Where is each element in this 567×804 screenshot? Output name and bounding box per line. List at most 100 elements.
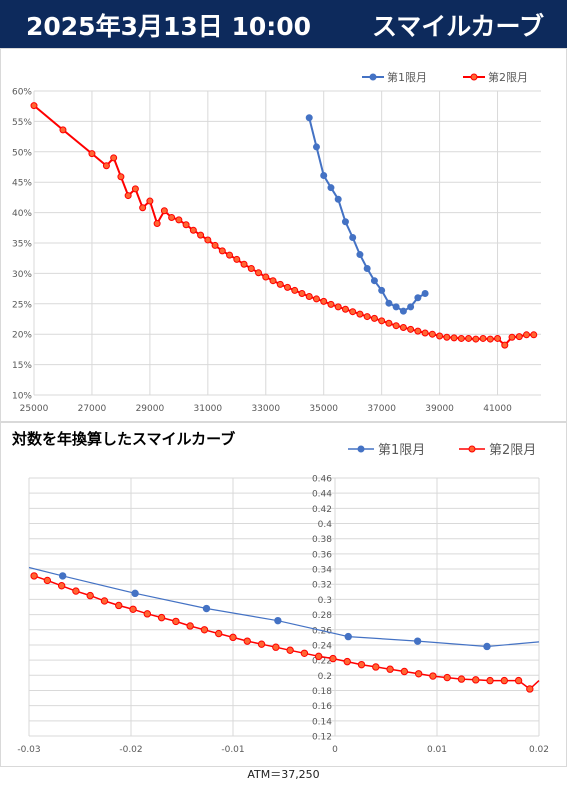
data-point-1 xyxy=(421,289,429,297)
data-point-1 xyxy=(320,172,328,180)
y-tick-label: 15% xyxy=(12,361,32,371)
header-banner: 2025年3月13日 10:00 スマイルカーブ xyxy=(0,0,567,48)
data-point-2 xyxy=(86,591,94,600)
data-point-1 xyxy=(378,286,386,294)
data-point-2 xyxy=(131,185,139,193)
data-point-2 xyxy=(233,255,241,263)
log-annualized-smile-chart: -0.03 -0.02 -0.01 0 0.01 0.02 0.12 0.14 0.16 0.18… xyxy=(0,422,567,767)
data-point-2 xyxy=(530,331,538,339)
data-point-2 xyxy=(526,685,534,693)
data-point-2 xyxy=(257,640,266,648)
data-point-2 xyxy=(182,221,190,229)
data-point-2 xyxy=(300,649,309,657)
x-tick-label: 35000 xyxy=(309,404,338,414)
data-point-1 xyxy=(58,572,67,580)
legend-marker-2 xyxy=(468,445,476,453)
legend-label-2: 第2限月 xyxy=(489,443,536,458)
smile-curve-chart: 10% 15% 20% 25% 30% 35% 40% 45% 50% 55% 60% 25000 27… xyxy=(0,48,567,422)
chart2-title: 対数を年換算したスマイルカーブ xyxy=(12,430,236,448)
y-tick-label: 0.4 xyxy=(318,520,333,530)
data-point-2 xyxy=(189,226,197,234)
data-point-2 xyxy=(215,629,223,638)
data-point-2 xyxy=(72,587,80,595)
x-tick-label: 25000 xyxy=(20,404,49,414)
data-point-2 xyxy=(314,652,323,661)
y-tick-label: 0.38 xyxy=(312,535,332,545)
data-point-1 xyxy=(399,307,407,315)
data-point-1 xyxy=(385,299,393,307)
legend-marker-1 xyxy=(357,445,365,453)
data-point-2 xyxy=(88,150,96,158)
y-tick-label: 60% xyxy=(12,88,32,98)
data-point-1 xyxy=(407,303,415,311)
data-point-2 xyxy=(457,334,465,342)
data-point-2 xyxy=(186,622,194,630)
data-point-2 xyxy=(329,654,337,663)
y-tick-label: 0.22 xyxy=(312,657,332,667)
data-point-2 xyxy=(204,236,212,244)
data-point-2 xyxy=(102,162,110,170)
data-point-2 xyxy=(370,314,378,322)
y-tick-label: 0.42 xyxy=(312,505,332,515)
data-point-1 xyxy=(392,303,400,311)
data-point-2 xyxy=(284,283,291,291)
data-point-2 xyxy=(436,332,444,340)
y-tick-label: 0.28 xyxy=(312,611,332,621)
data-point-2 xyxy=(357,660,366,669)
x-tick-label: 29000 xyxy=(136,404,165,414)
data-point-2 xyxy=(218,247,226,255)
data-point-2 xyxy=(226,251,234,259)
data-point-2 xyxy=(428,330,436,338)
data-point-1 xyxy=(349,234,357,242)
data-point-2 xyxy=(386,665,394,673)
y-tick-label: 0.16 xyxy=(312,702,332,712)
y-tick-label: 0.36 xyxy=(312,550,332,560)
data-point-2 xyxy=(129,605,137,613)
data-point-2 xyxy=(272,643,280,651)
y-tick-label: 0.14 xyxy=(312,717,332,727)
data-point-2 xyxy=(443,333,451,341)
data-point-2 xyxy=(175,216,183,224)
y-tick-label: 0.32 xyxy=(312,581,332,591)
data-point-2 xyxy=(276,280,284,288)
data-point-2 xyxy=(100,597,109,605)
data-point-2 xyxy=(255,269,263,277)
y-tick-label: 0.18 xyxy=(312,687,332,697)
legend-label-1: 第1限月 xyxy=(378,443,425,458)
data-point-2 xyxy=(378,317,386,325)
data-point-2 xyxy=(392,322,400,330)
y-tick-label: 0.2 xyxy=(318,672,332,682)
data-point-2 xyxy=(157,613,166,622)
data-point-1 xyxy=(274,616,282,625)
data-point-2 xyxy=(349,308,357,316)
header-title: スマイルカーブ xyxy=(372,12,545,41)
x-tick-label: 41000 xyxy=(483,404,512,414)
data-point-2 xyxy=(407,325,415,333)
data-point-2 xyxy=(247,265,255,273)
data-point-2 xyxy=(269,277,277,285)
legend-marker-2 xyxy=(470,73,478,81)
chart1-frame xyxy=(0,48,567,422)
atm-label: ATM＝37,250 xyxy=(247,768,320,781)
data-point-2 xyxy=(400,667,409,676)
y-tick-label: 25% xyxy=(12,300,32,310)
data-point-1 xyxy=(312,143,320,151)
data-point-2 xyxy=(243,637,251,645)
x-tick-label: 0.01 xyxy=(427,745,447,755)
data-point-2 xyxy=(472,676,480,684)
data-point-2 xyxy=(457,675,466,683)
data-point-2 xyxy=(515,333,523,341)
x-tick-label: -0.03 xyxy=(17,745,40,755)
y-tick-label: 0.44 xyxy=(312,490,332,500)
data-point-2 xyxy=(334,303,342,311)
x-tick-label: 31000 xyxy=(194,404,223,414)
data-point-2 xyxy=(465,334,473,342)
data-point-2 xyxy=(472,335,480,343)
legend-label-2: 第2限月 xyxy=(488,70,528,84)
data-point-2 xyxy=(168,213,176,221)
data-point-2 xyxy=(508,333,516,341)
data-point-2 xyxy=(341,305,349,313)
data-point-2 xyxy=(494,334,502,342)
data-point-1 xyxy=(202,604,211,613)
data-point-2 xyxy=(197,231,205,239)
